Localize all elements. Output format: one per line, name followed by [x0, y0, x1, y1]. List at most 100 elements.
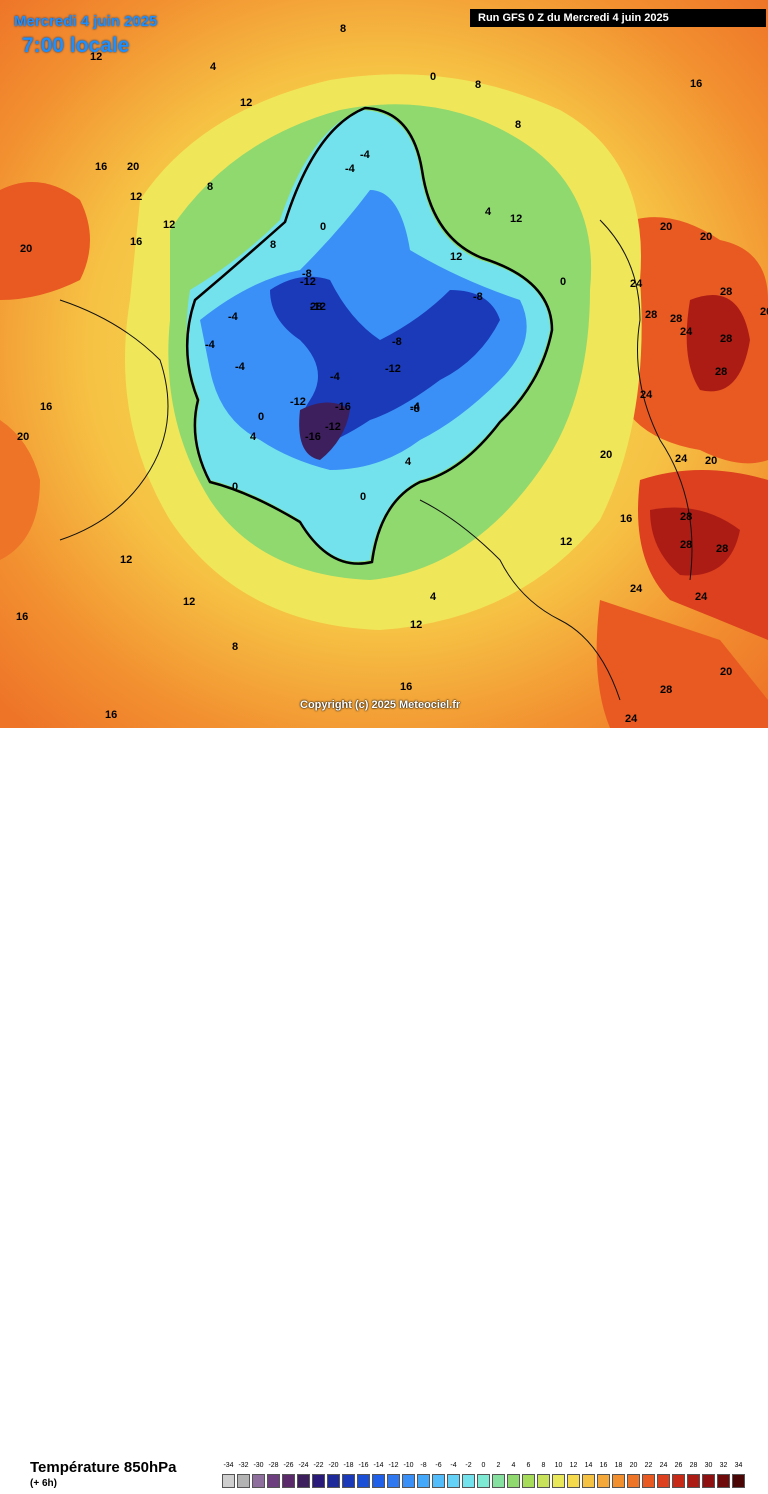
- scale-swatch: [267, 1474, 280, 1488]
- isotherm-label: 12: [120, 554, 132, 566]
- scale-label: 10: [554, 1462, 563, 1469]
- scale-label: -34: [223, 1462, 234, 1469]
- scale-label: 34: [734, 1462, 743, 1469]
- coastline-europe: [419, 499, 621, 701]
- hot-region-arabia: [596, 600, 768, 728]
- isotherm-label: -4: [205, 339, 216, 351]
- isotherm-label: -16: [335, 401, 351, 413]
- scale-swatch: [327, 1474, 340, 1488]
- scale-label: 24: [659, 1462, 668, 1469]
- isotherm-label: 4: [250, 431, 257, 443]
- isotherm-label: -4: [235, 361, 246, 373]
- isotherm-label: 8: [270, 239, 276, 251]
- isotherm-label: 16: [620, 513, 632, 525]
- scale-label: -22: [313, 1462, 324, 1469]
- scale-label: 30: [704, 1462, 713, 1469]
- isotherm-label: 0: [232, 481, 238, 493]
- scale-swatch: [717, 1474, 730, 1488]
- scale-label: 0: [481, 1462, 486, 1469]
- scale-label: 12: [569, 1462, 578, 1469]
- isotherm-label: 8: [340, 23, 346, 35]
- scale-swatch: [657, 1474, 670, 1488]
- scale-swatch: [237, 1474, 250, 1488]
- scale-swatch: [312, 1474, 325, 1488]
- scale-swatch: [447, 1474, 460, 1488]
- isotherm-labels: -12-12-12-12-12-16-16-8-8-8-8-4-4-4-4-4-…: [16, 23, 768, 725]
- scale-label: 28: [689, 1462, 698, 1469]
- isotherm-label: -4: [410, 401, 421, 413]
- scale-swatch: [537, 1474, 550, 1488]
- temperature-map: -12 -12 -12 -12 -12 -16 -16 -8 -8 -8 -8 -4 -4 -4 -4 -4-…: [0, 0, 768, 728]
- isotherm-label: 12: [90, 51, 102, 63]
- scale-label: -20: [328, 1462, 339, 1469]
- isotherm-label: 12: [450, 251, 462, 263]
- isotherm-label: -4: [360, 149, 371, 161]
- isotherm-label: 16: [40, 401, 52, 413]
- scale-label: 22: [644, 1462, 653, 1469]
- scale-label: 32: [719, 1462, 728, 1469]
- isotherm-label: 16: [690, 78, 702, 90]
- temperature-field: -12-12-12-12-12-16-16-8-8-8-8-4-4-4-4-4-…: [0, 0, 768, 728]
- scale-swatch: [732, 1474, 745, 1488]
- isotherm-label: 24: [640, 389, 653, 401]
- zero-isotherm-line: [185, 106, 554, 565]
- isotherm-label: 16: [130, 236, 142, 248]
- isotherm-label: 28: [715, 366, 727, 378]
- scale-label: 14: [584, 1462, 593, 1469]
- isotherm-label: 20: [20, 243, 32, 255]
- isotherm-label: 8: [207, 181, 213, 193]
- very-cold-core: [299, 402, 350, 460]
- legend-footer: Température 850hPa (+ 6h) -34 -32 -30 -28 -2…: [0, 728, 768, 1489]
- scale-label: 20: [629, 1462, 638, 1469]
- isotherm-label: 28: [670, 313, 682, 325]
- isotherm-label: 8: [232, 641, 238, 653]
- scale-swatch: [372, 1474, 385, 1488]
- isotherm-label: 16: [400, 681, 412, 693]
- isotherm-label: -12: [290, 396, 306, 408]
- coastline-asia: [599, 219, 693, 581]
- scale-swatch: [432, 1474, 445, 1488]
- isotherm-label: 24: [630, 278, 643, 290]
- isotherm-label: 20: [760, 306, 768, 318]
- scale-label: -30: [253, 1462, 264, 1469]
- scale-label: -32: [238, 1462, 249, 1469]
- scale-swatch: [222, 1474, 235, 1488]
- forecast-step: (+ 6h): [30, 1478, 57, 1489]
- scale-label: 4: [511, 1462, 516, 1469]
- isotherm-label: 0: [320, 221, 326, 233]
- isotherm-label: -8: [473, 291, 483, 303]
- isotherm-label: 28: [680, 539, 692, 551]
- scale-label: 6: [526, 1462, 531, 1469]
- isotherm-label: -4: [228, 311, 239, 323]
- isotherm-label: 0: [560, 276, 566, 288]
- scale-swatch: [477, 1474, 490, 1488]
- coastline-americas: [59, 299, 169, 541]
- scale-swatch: [687, 1474, 700, 1488]
- isotherm-label: 4: [405, 456, 412, 468]
- scale-swatch: [297, 1474, 310, 1488]
- isotherm-label: 0: [360, 491, 366, 503]
- scale-label: -6: [435, 1462, 442, 1469]
- hot-region-pacific: [0, 420, 40, 560]
- scale-swatch: [462, 1474, 475, 1488]
- very-hot-core-2: [650, 507, 740, 576]
- isotherm-label: 12: [163, 219, 175, 231]
- forecast-time: 7:00 locale: [22, 34, 130, 57]
- model-run-label: Run GFS 0 Z du Mercredi 4 juin 2025: [470, 9, 766, 27]
- scale-label: -14: [373, 1462, 384, 1469]
- scale-swatch: [342, 1474, 355, 1488]
- scale-swatch: [357, 1474, 370, 1488]
- isotherm-label: 24: [625, 713, 638, 725]
- scale-label: -8: [420, 1462, 427, 1469]
- parameter-name: Température 850hPa: [30, 1459, 177, 1476]
- isotherm-label: 12: [560, 536, 572, 548]
- scale-swatch: [672, 1474, 685, 1488]
- scale-swatch: [582, 1474, 595, 1488]
- isotherm-label: 24: [630, 583, 643, 595]
- isotherm-label: 20: [600, 449, 612, 461]
- isotherm-label: 20: [720, 666, 732, 678]
- scale-swatch: [252, 1474, 265, 1488]
- isotherm-label: -12: [325, 421, 341, 433]
- isotherm-label: 0: [430, 71, 436, 83]
- isotherm-label: 16: [16, 611, 28, 623]
